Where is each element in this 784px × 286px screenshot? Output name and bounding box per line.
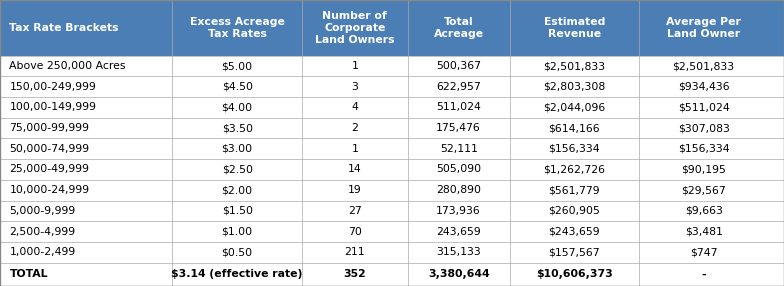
Text: 505,090: 505,090 — [436, 164, 481, 174]
Text: $2,501,833: $2,501,833 — [673, 61, 735, 71]
Text: $614,166: $614,166 — [549, 123, 600, 133]
Text: 2,500-4,999: 2,500-4,999 — [9, 227, 75, 237]
Text: 19: 19 — [348, 185, 361, 195]
Text: 280,890: 280,890 — [436, 185, 481, 195]
Text: -: - — [702, 269, 706, 279]
Text: $3,481: $3,481 — [684, 227, 723, 237]
Text: 25,000-49,999: 25,000-49,999 — [9, 164, 89, 174]
Text: 27: 27 — [348, 206, 361, 216]
Text: TOTAL: TOTAL — [9, 269, 48, 279]
Text: Average Per
Land Owner: Average Per Land Owner — [666, 17, 741, 39]
Text: 5,000-9,999: 5,000-9,999 — [9, 206, 76, 216]
Text: Tax Rate Brackets: Tax Rate Brackets — [9, 23, 119, 33]
Text: 50,000-74,999: 50,000-74,999 — [9, 144, 89, 154]
Text: 75,000-99,999: 75,000-99,999 — [9, 123, 89, 133]
Text: $2,044,096: $2,044,096 — [543, 102, 605, 112]
Text: 150,00-249,999: 150,00-249,999 — [9, 82, 96, 92]
Text: $2,501,833: $2,501,833 — [543, 61, 605, 71]
Text: $747: $747 — [690, 247, 717, 257]
Text: Above 250,000 Acres: Above 250,000 Acres — [9, 61, 126, 71]
Text: 10,000-24,999: 10,000-24,999 — [9, 185, 89, 195]
Text: $260,905: $260,905 — [548, 206, 601, 216]
Text: 4: 4 — [351, 102, 358, 112]
Text: 2: 2 — [351, 123, 358, 133]
Text: 352: 352 — [343, 269, 366, 279]
Text: Excess Acreage
Tax Rates: Excess Acreage Tax Rates — [190, 17, 285, 39]
Text: $561,779: $561,779 — [549, 185, 600, 195]
Text: $0.50: $0.50 — [222, 247, 252, 257]
Text: Number of
Corporate
Land Owners: Number of Corporate Land Owners — [315, 11, 394, 45]
Text: $156,334: $156,334 — [678, 144, 729, 154]
Text: 500,367: 500,367 — [436, 61, 481, 71]
Text: 100,00-149,999: 100,00-149,999 — [9, 102, 96, 112]
Text: $5.00: $5.00 — [222, 61, 252, 71]
Text: Total
Acreage: Total Acreage — [434, 17, 484, 39]
Text: $511,024: $511,024 — [677, 102, 730, 112]
Bar — [0, 56, 784, 286]
Text: 14: 14 — [348, 164, 361, 174]
Text: $934,436: $934,436 — [678, 82, 729, 92]
Text: $4.00: $4.00 — [222, 102, 252, 112]
Text: 70: 70 — [348, 227, 361, 237]
Text: $9,663: $9,663 — [684, 206, 723, 216]
Text: $2,803,308: $2,803,308 — [543, 82, 605, 92]
Bar — [0, 0, 784, 56]
Text: $4.50: $4.50 — [222, 82, 252, 92]
Text: 52,111: 52,111 — [440, 144, 477, 154]
Text: $243,659: $243,659 — [549, 227, 600, 237]
Text: 3,380,644: 3,380,644 — [428, 269, 489, 279]
Text: $1.50: $1.50 — [222, 206, 252, 216]
Text: $2.00: $2.00 — [222, 185, 252, 195]
Text: $10,606,373: $10,606,373 — [536, 269, 612, 279]
Text: 1,000-2,499: 1,000-2,499 — [9, 247, 76, 257]
Text: 243,659: 243,659 — [436, 227, 481, 237]
Text: 173,936: 173,936 — [436, 206, 481, 216]
Text: 511,024: 511,024 — [436, 102, 481, 112]
Text: $307,083: $307,083 — [677, 123, 730, 133]
Text: $2.50: $2.50 — [222, 164, 252, 174]
Text: 1: 1 — [351, 61, 358, 71]
Text: $3.50: $3.50 — [222, 123, 252, 133]
Text: $90,195: $90,195 — [681, 164, 726, 174]
Text: $29,567: $29,567 — [681, 185, 726, 195]
Text: 622,957: 622,957 — [436, 82, 481, 92]
Text: 1: 1 — [351, 144, 358, 154]
Text: $1.00: $1.00 — [222, 227, 252, 237]
Text: 211: 211 — [344, 247, 365, 257]
Text: $1,262,726: $1,262,726 — [543, 164, 605, 174]
Text: 315,133: 315,133 — [436, 247, 481, 257]
Text: $3.00: $3.00 — [222, 144, 252, 154]
Text: 175,476: 175,476 — [436, 123, 481, 133]
Text: $156,334: $156,334 — [549, 144, 600, 154]
Text: Estimated
Revenue: Estimated Revenue — [543, 17, 605, 39]
Text: $157,567: $157,567 — [549, 247, 600, 257]
Text: 3: 3 — [351, 82, 358, 92]
Text: $3.14 (effective rate): $3.14 (effective rate) — [172, 269, 303, 279]
